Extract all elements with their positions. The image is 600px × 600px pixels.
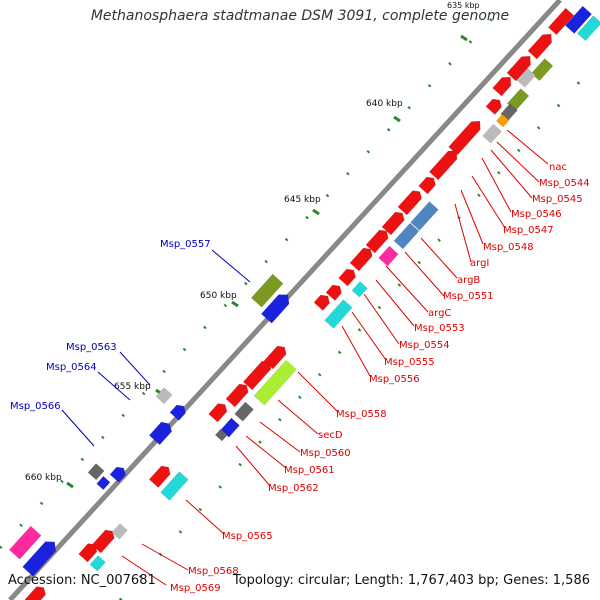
gene-label: Msp_0556	[369, 374, 420, 385]
gene-label: Msp_0554	[399, 340, 450, 351]
map-title: Methanosphaera stadtmanae DSM 3091, comp…	[90, 8, 510, 24]
scale-label: 655 kbp	[114, 382, 151, 392]
gene-label: argC	[428, 308, 451, 319]
gene-label: Msp_0551	[443, 291, 494, 302]
gene-label: Msp_0547	[503, 225, 554, 236]
scale-ruler-inner	[118, 69, 592, 600]
accession-label: Accession: NC_007681	[8, 573, 156, 588]
gene-label: Msp_0548	[483, 242, 534, 253]
gene-features	[22, 5, 600, 600]
scale-label: 640 kbp	[366, 99, 403, 109]
gene-label: Msp_0557	[160, 239, 211, 250]
gene-label: Msp_0569	[170, 583, 221, 594]
scale-label: 650 kbp	[200, 291, 237, 301]
scale-ruler	[0, 8, 502, 550]
gene-label: nac	[549, 162, 567, 173]
gene-label: Msp_0546	[511, 209, 562, 220]
gene-labels-right: nac Msp_0544 Msp_0545 Msp_0546 Msp_0547 …	[170, 162, 590, 594]
gene-label: Msp_0561	[284, 465, 335, 476]
label-leaders-right	[121, 129, 549, 586]
label-leaders-left	[61, 249, 251, 447]
gene-label: Msp_0544	[539, 178, 590, 189]
gene-labels-left: Msp_0557 Msp_0563 Msp_0564 Msp_0566	[10, 239, 211, 412]
major-ticks	[66, 34, 468, 489]
gene-label: argI	[470, 258, 489, 269]
gene-label: Msp_0568	[188, 566, 239, 577]
gene-label: Msp_0553	[414, 323, 465, 334]
gene-label: Msp_0564	[46, 362, 97, 373]
gene-label: Msp_0565	[222, 531, 273, 542]
gene-label: Msp_0562	[268, 483, 319, 494]
scale-label: 660 kbp	[25, 473, 62, 483]
gene-label: secD	[318, 430, 343, 441]
gene-label: argB	[457, 275, 480, 286]
gene-label: Msp_0566	[10, 401, 61, 412]
scale-label: 645 kbp	[284, 195, 321, 205]
gene-label: Msp_0555	[384, 357, 435, 368]
gene-label: Msp_0563	[66, 342, 117, 353]
gene-label: Msp_0545	[532, 194, 583, 205]
genome-summary: Topology: circular; Length: 1,767,403 bp…	[232, 573, 590, 588]
gene-features-outer	[8, 273, 290, 577]
gene-label: Msp_0560	[300, 448, 351, 459]
gene-label: Msp_0558	[336, 409, 387, 420]
scale-label: 635 kbp	[447, 1, 480, 10]
